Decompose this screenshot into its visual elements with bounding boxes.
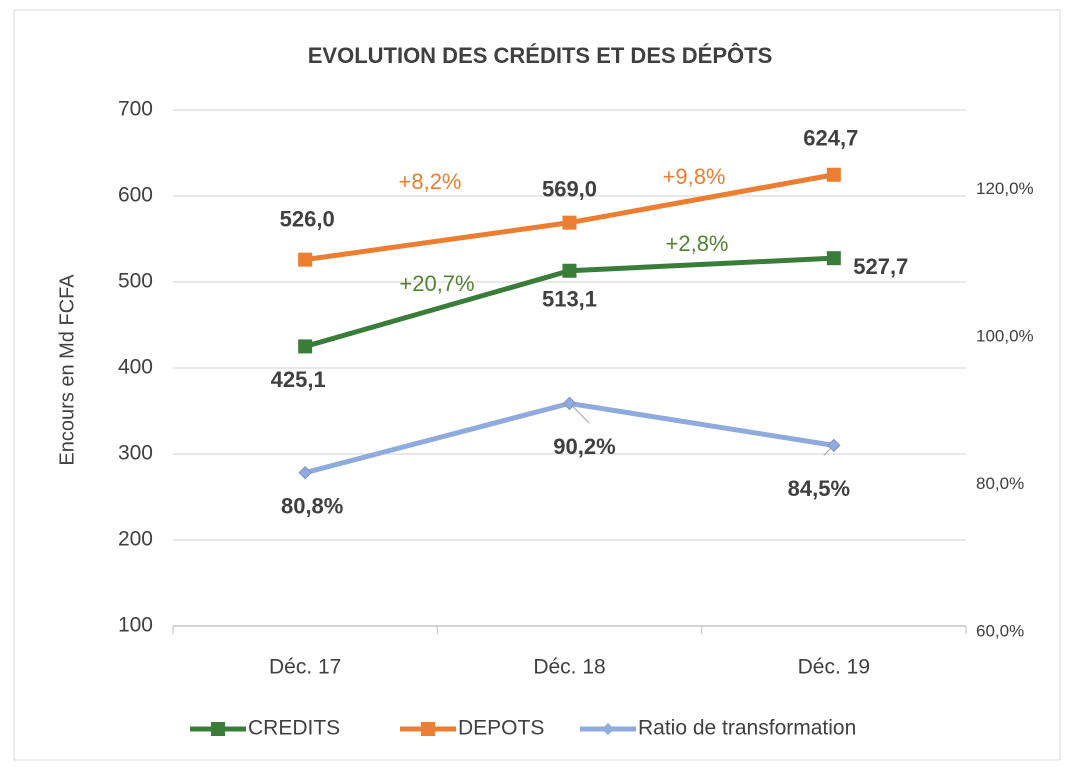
y2-tick-label: 80,0%: [976, 474, 1024, 493]
y2-tick-label: 120,0%: [976, 179, 1034, 198]
y-axis-title: Encours en Md FCFA: [56, 274, 78, 466]
legend-label: CREDITS: [248, 717, 340, 740]
data-label: 90,2%: [553, 434, 615, 459]
legend-marker: [602, 723, 614, 735]
chart-title: EVOLUTION DES CRÉDITS ET DES DÉPÔTS: [308, 43, 773, 68]
y2-tick-label: 100,0%: [976, 327, 1034, 346]
legend-marker: [211, 722, 225, 736]
data-label: 624,7: [803, 126, 858, 151]
marker: [298, 252, 313, 267]
data-label: 425,1: [271, 367, 326, 392]
y2-tick-label: 60,0%: [976, 621, 1024, 640]
data-label: 80,8%: [281, 493, 343, 518]
legend-label: DEPOTS: [458, 717, 544, 740]
marker: [298, 465, 312, 480]
data-label: 526,0: [280, 206, 335, 231]
marker: [826, 167, 841, 182]
y-tick-label: 200: [118, 528, 153, 551]
x-tick-label: Déc. 17: [269, 656, 341, 679]
marker: [298, 339, 313, 354]
y-tick-label: 100: [118, 614, 153, 637]
data-label: 527,7: [853, 254, 908, 279]
y-tick-label: 600: [118, 184, 153, 207]
annotation: +8,2%: [399, 169, 462, 194]
y-tick-label: 300: [118, 442, 153, 465]
x-tick-label: Déc. 18: [533, 656, 605, 679]
y-tick-label: 500: [118, 270, 153, 293]
x-tick-label: Déc. 19: [798, 656, 870, 679]
marker: [826, 251, 841, 266]
y-tick-label: 400: [118, 356, 153, 379]
data-label: 84,5%: [788, 476, 850, 501]
legend-marker: [421, 722, 435, 736]
annotation: +20,7%: [399, 271, 474, 296]
legend-label: Ratio de transformation: [638, 717, 856, 740]
annotation: +9,8%: [663, 164, 726, 189]
data-label: 569,0: [542, 176, 597, 201]
y-tick-label: 700: [118, 98, 153, 121]
data-label: 513,1: [542, 287, 597, 312]
annotation: +2,8%: [666, 231, 729, 256]
chart-frame: [13, 9, 1061, 761]
marker: [562, 263, 577, 278]
marker: [827, 438, 841, 453]
marker: [562, 215, 577, 230]
marker: [562, 396, 577, 411]
